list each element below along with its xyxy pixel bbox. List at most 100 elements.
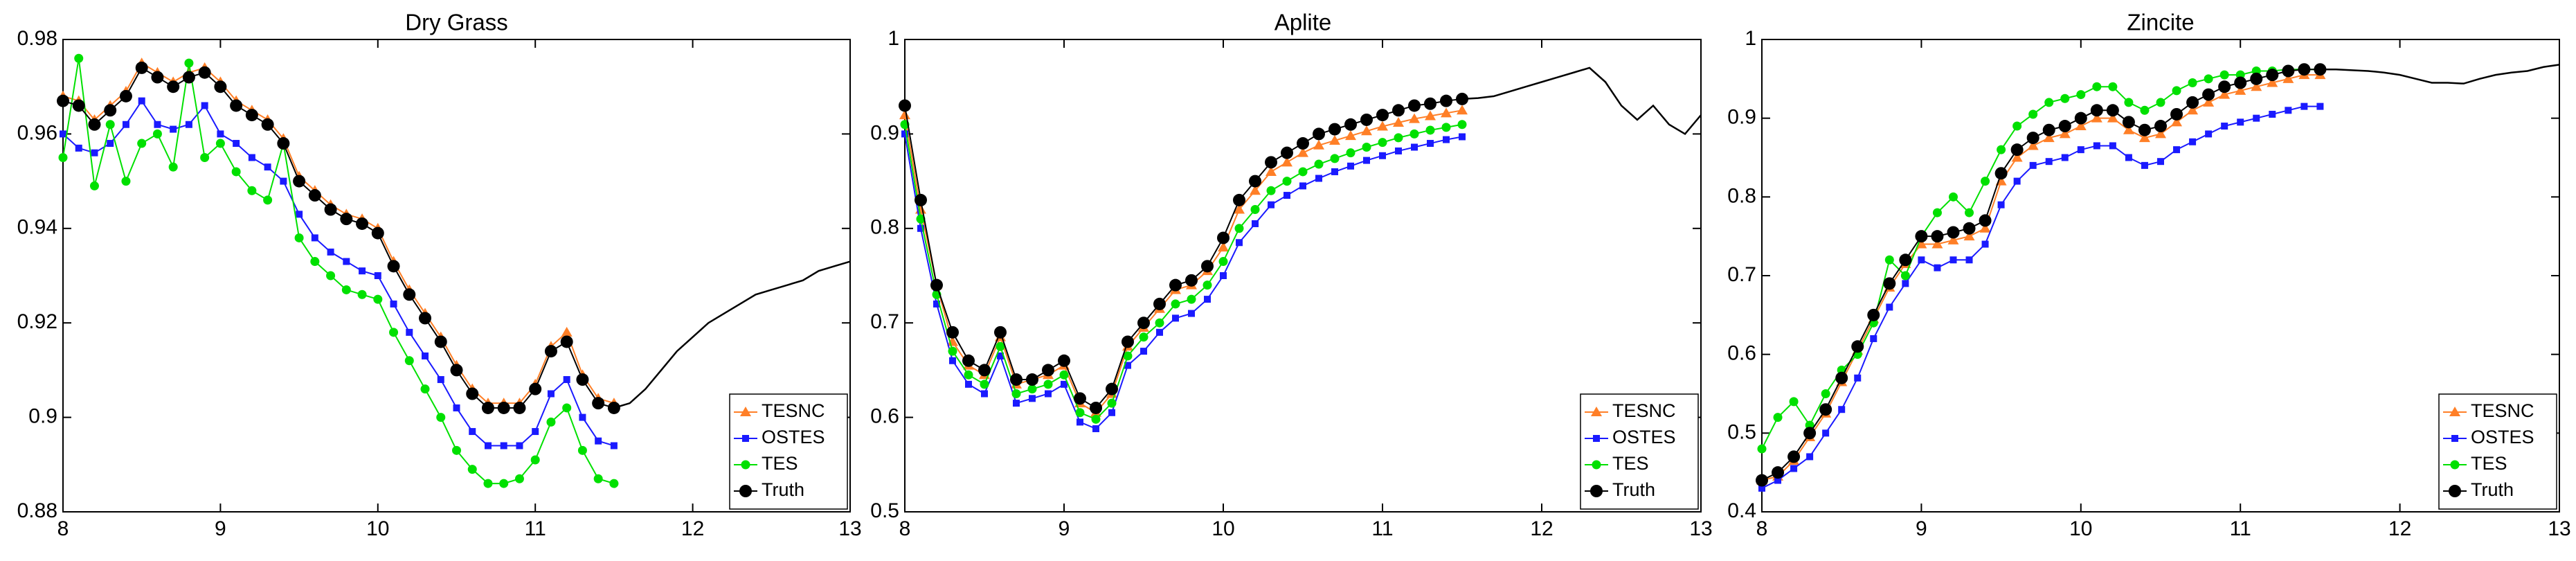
data-point [2267,77,2278,87]
data-point [245,109,258,122]
data-point [450,364,463,377]
data-point [152,129,162,139]
data-point [1233,193,1245,206]
x-tick-label: 8 [1756,517,1768,540]
data-point [1949,256,1957,264]
data-point [1884,255,1894,265]
data-point [1948,192,1958,202]
data-point [1091,414,1101,424]
data-point [1757,444,1767,454]
data-point [1220,272,1227,279]
data-point [75,144,82,152]
data-point [2109,142,2116,150]
data-point [198,66,211,79]
data-point [170,125,177,133]
legend-marker [2450,460,2460,470]
data-point [609,479,619,488]
data-point [1284,192,1290,199]
data-point [374,272,381,279]
data-point [1772,466,1785,479]
data-point [2042,123,2055,136]
legend-label: TES [2471,453,2507,474]
data-point [516,442,523,449]
data-point [980,380,989,389]
data-point [2253,114,2260,122]
data-point [2282,73,2294,83]
data-point [1171,299,1180,309]
data-point [167,80,180,93]
data-point [247,186,257,195]
data-point [2027,140,2039,150]
data-point [1981,240,1989,248]
legend-label: TES [1612,453,1649,474]
data-point [1902,280,1909,287]
data-point [121,177,131,186]
data-point [2123,124,2134,134]
data-point [1140,348,1147,355]
data-point [593,474,603,483]
data-point [2011,152,2023,162]
data-point [2187,105,2199,115]
data-point [2202,88,2215,101]
data-point [2090,104,2103,117]
data-point [2092,82,2102,91]
data-point [1218,242,1229,252]
x-tick-label: 10 [366,517,389,540]
data-point [481,401,494,414]
data-point [595,437,602,445]
data-point [105,120,115,130]
data-point [484,442,492,449]
data-point [1411,143,1418,151]
data-point [1774,477,1782,484]
data-point [453,404,460,411]
legend-marker [1591,407,1602,416]
x-tick-label: 10 [2069,517,2092,540]
data-point [452,445,461,455]
data-point [1425,110,1436,121]
data-point [1773,413,1783,422]
y-tick-label: 0.7 [1727,263,1756,286]
data-point [154,121,161,128]
data-point [2138,132,2150,143]
legend-label: Truth [1612,479,1655,500]
data-point [1376,109,1389,122]
data-point [1123,351,1133,361]
data-point [310,257,320,267]
chart-panel: 8 9 10 11 12 13 0.88 0.9 0.92 0.94 0.96 0.98 Dry Gra… [17,10,862,540]
data-point [2013,177,2021,185]
data-point [1347,162,1354,170]
y-tick-label: 0.8 [870,216,899,239]
data-point [514,474,524,483]
data-point [2141,161,2148,169]
data-point [389,328,399,337]
data-point [135,61,148,74]
chart-title: Zincite [2127,10,2194,35]
data-point [1408,99,1421,112]
y-tick-label: 0.88 [17,499,57,522]
data-point [1918,256,1925,264]
data-point [137,139,147,148]
legend-label: Truth [762,479,804,500]
data-point [497,401,510,414]
data-point [263,195,273,205]
data-point [327,248,334,256]
data-point [1363,157,1370,164]
series-line [62,62,615,404]
data-point [1249,175,1261,188]
data-point [356,217,369,230]
data-point [436,413,446,422]
data-point [434,335,447,348]
data-point [324,203,337,216]
data-point [2219,89,2231,99]
data-point [1297,137,1309,150]
data-point [1931,230,1944,243]
data-point [949,357,956,364]
data-point [560,335,573,348]
data-point [1886,303,1893,311]
data-point [2044,98,2054,107]
data-point [1282,177,1292,186]
data-point [404,356,414,366]
data-point [1011,389,1021,398]
data-point [2043,132,2055,143]
data-point [576,373,589,386]
